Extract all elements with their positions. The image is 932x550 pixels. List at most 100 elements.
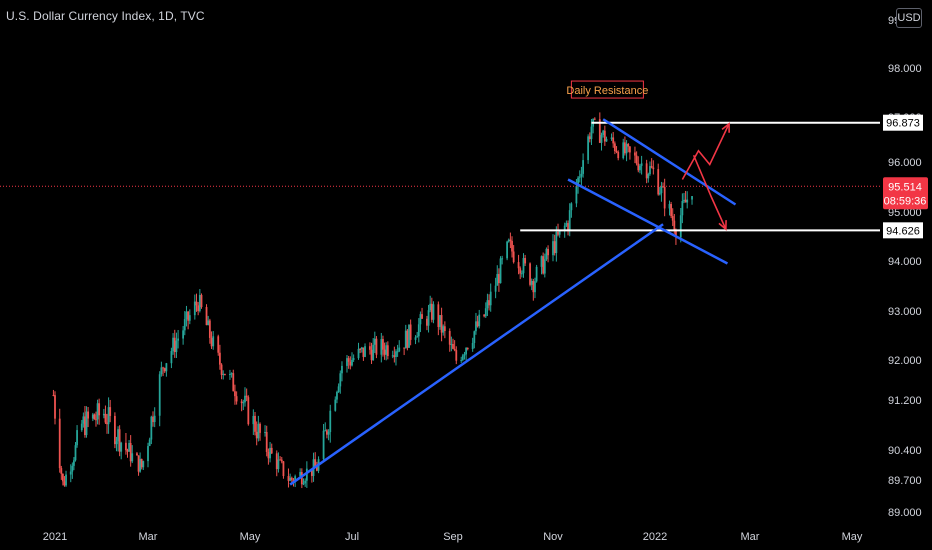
candle-body — [542, 256, 545, 274]
candle-body — [172, 337, 174, 352]
currency-button[interactable]: USD — [896, 8, 922, 28]
candle-body — [639, 165, 641, 171]
candle-body — [65, 474, 67, 486]
annotation-label: Daily Resistance — [566, 85, 648, 97]
y-tick-label: 98.000 — [888, 63, 922, 75]
candle-body — [570, 203, 573, 211]
candle-body — [255, 431, 258, 439]
candle-body — [61, 473, 64, 482]
candle-body — [532, 280, 535, 293]
candle-body — [235, 396, 238, 402]
candle-body — [461, 355, 464, 360]
candle-body — [195, 301, 198, 306]
candle-body — [245, 395, 248, 398]
candle-body — [684, 199, 687, 203]
candle-body — [622, 142, 625, 159]
candle-body — [336, 392, 338, 400]
candle-body — [290, 477, 293, 480]
candle-body — [287, 476, 290, 481]
candle-body — [416, 336, 419, 338]
candle-body — [264, 432, 266, 434]
candle-body — [177, 338, 179, 341]
candle-body — [587, 136, 590, 161]
candle-body — [115, 441, 118, 445]
candle-body — [279, 459, 281, 461]
candle-body — [207, 320, 210, 326]
candle-body — [489, 291, 492, 306]
trendline-3 — [567, 178, 729, 265]
candle-body — [519, 268, 522, 274]
candle-body — [277, 459, 280, 470]
candle-body — [74, 445, 77, 461]
path-arrow-1 — [681, 123, 730, 180]
candle-body — [558, 230, 561, 235]
candle-body — [430, 303, 433, 320]
x-tick-label: May — [842, 531, 863, 543]
candle-body — [104, 413, 107, 423]
candle-body — [657, 169, 660, 195]
candle-body — [160, 367, 163, 375]
candle-body — [349, 361, 352, 366]
arrow-head-2 — [718, 220, 727, 231]
candle-body — [170, 351, 173, 364]
candle-body — [373, 338, 376, 345]
candle-body — [282, 461, 285, 477]
candle-body — [229, 374, 231, 376]
candle-body — [200, 294, 203, 308]
candle-body — [437, 304, 440, 328]
candle-body — [414, 337, 417, 340]
candle-body — [254, 415, 256, 432]
candle-body — [270, 447, 273, 454]
candle-body — [280, 459, 283, 462]
candle-body — [494, 285, 497, 292]
candle-body — [681, 201, 684, 216]
candle-body — [421, 314, 423, 319]
candle-body — [603, 130, 606, 142]
level-price-tag — [883, 114, 923, 131]
candle-body — [314, 459, 317, 467]
candle-body — [302, 483, 305, 485]
candle-body — [357, 348, 360, 359]
candle-body — [471, 342, 474, 349]
x-tick-label: Sep — [443, 531, 463, 543]
candle-body — [605, 138, 608, 142]
candle-body — [334, 399, 337, 411]
candle-body — [54, 395, 56, 419]
candle-body — [224, 373, 226, 375]
candle-body — [289, 477, 292, 481]
candle-body — [440, 315, 443, 333]
candle-body — [140, 458, 143, 468]
candle-body — [198, 294, 201, 312]
candle-body — [304, 480, 307, 484]
candle-body — [460, 359, 463, 361]
candle-body — [173, 337, 176, 353]
candle-body — [128, 443, 130, 452]
candle-body — [208, 320, 211, 338]
candle-body — [327, 432, 330, 435]
candle-body — [185, 311, 188, 320]
candle-body — [427, 310, 430, 326]
candle-body — [76, 430, 78, 446]
trendline-2 — [602, 118, 737, 206]
candle-body — [234, 391, 236, 397]
candle-body — [511, 240, 513, 252]
candle-body — [452, 343, 454, 349]
candle-body — [117, 429, 119, 442]
candle-body — [230, 373, 233, 375]
candle-body — [439, 315, 441, 328]
candle-body — [501, 258, 504, 260]
candle-body — [499, 258, 502, 284]
candle-body — [326, 430, 328, 435]
candle-body — [600, 135, 603, 143]
candle-body — [175, 340, 178, 353]
candle-body — [252, 415, 255, 425]
candle-body — [269, 447, 271, 459]
candle-body — [408, 324, 410, 348]
candle-body — [545, 248, 548, 260]
candle-body — [679, 215, 682, 238]
candle-body — [543, 259, 546, 274]
candle-body — [386, 345, 389, 357]
candle-body — [529, 263, 531, 285]
candle-body — [137, 455, 140, 472]
